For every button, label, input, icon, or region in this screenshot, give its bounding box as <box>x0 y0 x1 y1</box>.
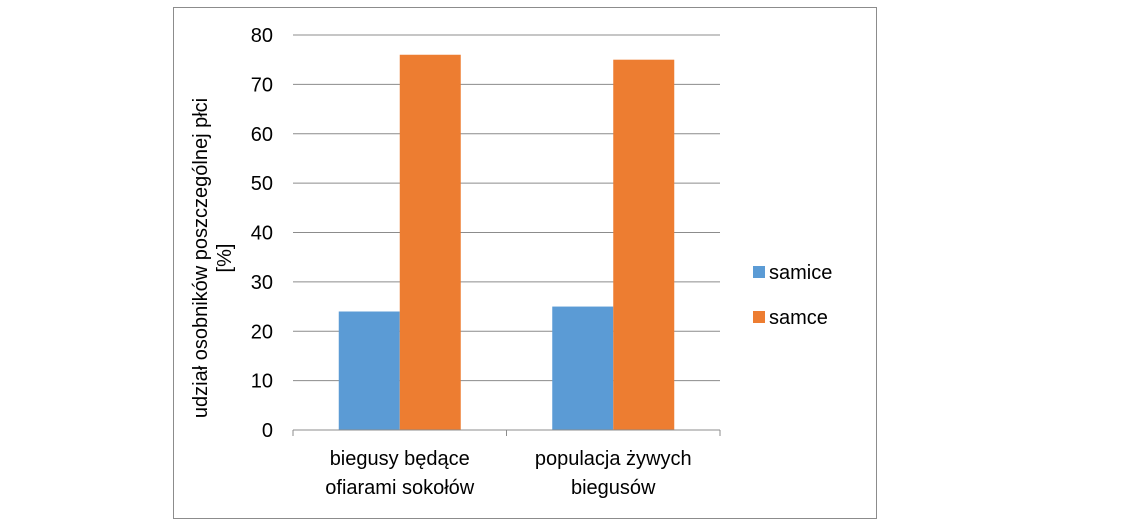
y-tick-label-50: 50 <box>251 173 273 195</box>
y-tick-label-70: 70 <box>251 74 273 96</box>
x-category-labels: biegusy będące ofiarami sokołów populacja … <box>325 448 691 499</box>
legend-swatch-samce <box>753 311 765 323</box>
bar-samce-0 <box>399 54 461 430</box>
y-axis-title: udział osobników poszczególnej płci [%] <box>190 98 236 418</box>
y-tick-label-30: 30 <box>251 272 273 294</box>
legend: samice samce <box>753 262 832 329</box>
chart-frame <box>173 7 877 519</box>
legend-label-samice: samice <box>769 262 832 284</box>
y-tick-label-60: 60 <box>251 124 273 146</box>
x-category-label-0-line-0: biegusy będące <box>330 448 470 470</box>
y-tick-labels: 0 10 20 30 40 50 60 70 80 <box>251 25 273 442</box>
axes <box>292 429 721 436</box>
bar-samice-1 <box>552 306 614 430</box>
bar-samce-1 <box>613 59 675 430</box>
legend-swatch-samice <box>753 266 765 278</box>
bar-samice-0 <box>338 311 400 430</box>
legend-label-samce: samce <box>769 307 828 329</box>
y-tick-label-10: 10 <box>251 371 273 393</box>
y-axis-title-line-2: [%] <box>214 244 236 273</box>
y-tick-label-40: 40 <box>251 223 273 245</box>
y-tick-label-20: 20 <box>251 321 273 343</box>
x-category-label-0-line-1: ofiarami sokołów <box>325 477 475 499</box>
bars <box>338 54 675 430</box>
x-category-label-1-line-1: biegusów <box>571 477 656 499</box>
y-tick-label-0: 0 <box>262 420 273 442</box>
x-category-label-1-line-0: populacja żywych <box>535 448 692 470</box>
y-axis-title-line-1: udział osobników poszczególnej płci <box>190 98 212 418</box>
y-tick-label-80: 80 <box>251 25 273 47</box>
